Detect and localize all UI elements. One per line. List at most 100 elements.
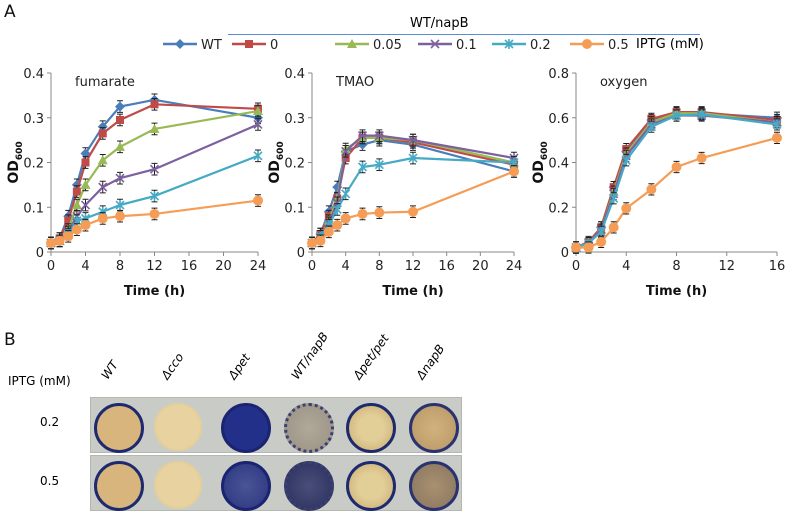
x-axis-title: Time (h) [646, 284, 707, 299]
x-tick-label: 8 [116, 259, 124, 274]
data-point [772, 132, 782, 143]
data-point [253, 119, 263, 130]
legend-marker [504, 39, 514, 49]
x-tick-label: 16 [769, 259, 786, 274]
data-point [341, 188, 351, 199]
data-point [583, 242, 594, 253]
y-tick-label: 0.1 [284, 201, 305, 216]
colony-spot [94, 461, 144, 511]
legend-label: 0.1 [456, 38, 477, 53]
y-tick-label: 0.3 [284, 112, 305, 127]
data-point [63, 231, 74, 242]
legend-label: 0.2 [530, 38, 551, 53]
series-0.5 [571, 131, 782, 254]
data-point [357, 161, 368, 172]
colony-spot [284, 461, 334, 511]
colony-spot [284, 403, 334, 453]
x-tick-label: 4 [81, 259, 89, 274]
column-header: WT [98, 358, 122, 382]
x-tick-label: 16 [181, 259, 198, 274]
data-point [115, 200, 125, 211]
data-point [149, 191, 160, 202]
legend-marker [430, 39, 440, 49]
colony-spot [94, 403, 144, 453]
legend-label: 0.05 [373, 38, 402, 53]
row-header: IPTG (mM) [8, 374, 71, 388]
column-header: Δpet [225, 351, 254, 382]
y-axis-title: OD600 [267, 141, 286, 183]
y-tick-label: 0.1 [23, 201, 44, 216]
data-point [80, 200, 91, 210]
legend-group-label: WT/napB [410, 16, 469, 31]
data-point [253, 195, 263, 206]
y-tick-label: 0.3 [23, 112, 44, 127]
data-point [374, 159, 384, 170]
y-tick-label: 0.4 [23, 67, 44, 82]
chart-title: TMAO [335, 75, 374, 90]
x-axis-title: Time (h) [124, 284, 185, 299]
data-point [64, 216, 73, 225]
series-line [575, 112, 778, 249]
legend-marker [347, 39, 357, 48]
growth-curves: WT 0 0.05 0.1 0.2 0.5 0 0.1 0.2 0.3 0.4 0 4 8 12 16 20 24… [6, 38, 786, 299]
data-point [608, 222, 619, 233]
colony-spot [221, 461, 271, 511]
x-tick-label: 0 [47, 259, 55, 274]
data-point [357, 131, 368, 141]
data-point [609, 193, 619, 204]
series-line [576, 136, 778, 249]
data-point [621, 155, 631, 166]
data-point [646, 184, 657, 195]
data-point [80, 148, 91, 159]
x-tick-label: 16 [438, 259, 455, 274]
data-point [696, 153, 707, 164]
legend-label: 0 [270, 38, 278, 53]
series-0.1 [571, 109, 782, 254]
x-tick-label: 0 [572, 259, 580, 274]
series-line [575, 114, 778, 249]
data-point [332, 220, 343, 231]
x-tick-label: 24 [250, 259, 267, 274]
legend-entry-0.05: 0.05 [335, 38, 402, 53]
colony-spot [154, 403, 202, 451]
legend-label: WT [201, 38, 222, 53]
y-tick-label: 0.8 [548, 67, 569, 82]
data-point [253, 112, 263, 123]
data-point [54, 235, 65, 246]
series-line [575, 113, 778, 249]
column-header: Δcco [158, 350, 187, 382]
column-header: Δpet/pet [350, 331, 392, 382]
data-point [596, 236, 607, 247]
data-point [98, 182, 108, 192]
x-tick-label: 0 [308, 259, 316, 274]
x-tick-label: 20 [215, 259, 232, 274]
chart-title: oxygen [600, 75, 647, 90]
x-tick-label: 12 [146, 259, 163, 274]
data-point [80, 220, 91, 231]
x-tick-label: 12 [718, 259, 735, 274]
colony-spot [409, 461, 459, 511]
legend-unit-label: IPTG (mM) [636, 37, 704, 52]
data-point [149, 164, 160, 174]
data-point [408, 206, 418, 217]
row-label-0.5: 0.5 [40, 474, 60, 488]
data-point [323, 226, 334, 237]
legend-entry-0.5: 0.5 [570, 38, 629, 53]
series-line [575, 111, 778, 249]
data-point [357, 208, 368, 219]
colony-spot [221, 403, 271, 453]
data-point [315, 235, 326, 246]
legend-marker [175, 39, 185, 49]
legend-group-bracket [228, 34, 700, 35]
data-point [646, 121, 656, 132]
data-point [81, 158, 90, 167]
plate-row-0.2 [90, 397, 462, 453]
data-point [374, 131, 384, 141]
y-tick-label: 0.2 [23, 157, 44, 172]
y-axis-title: OD600 [531, 141, 550, 183]
data-point [341, 146, 351, 156]
y-axis-title: OD600 [6, 141, 25, 183]
data-point [408, 135, 418, 145]
data-point [374, 207, 385, 218]
data-point [621, 203, 632, 214]
